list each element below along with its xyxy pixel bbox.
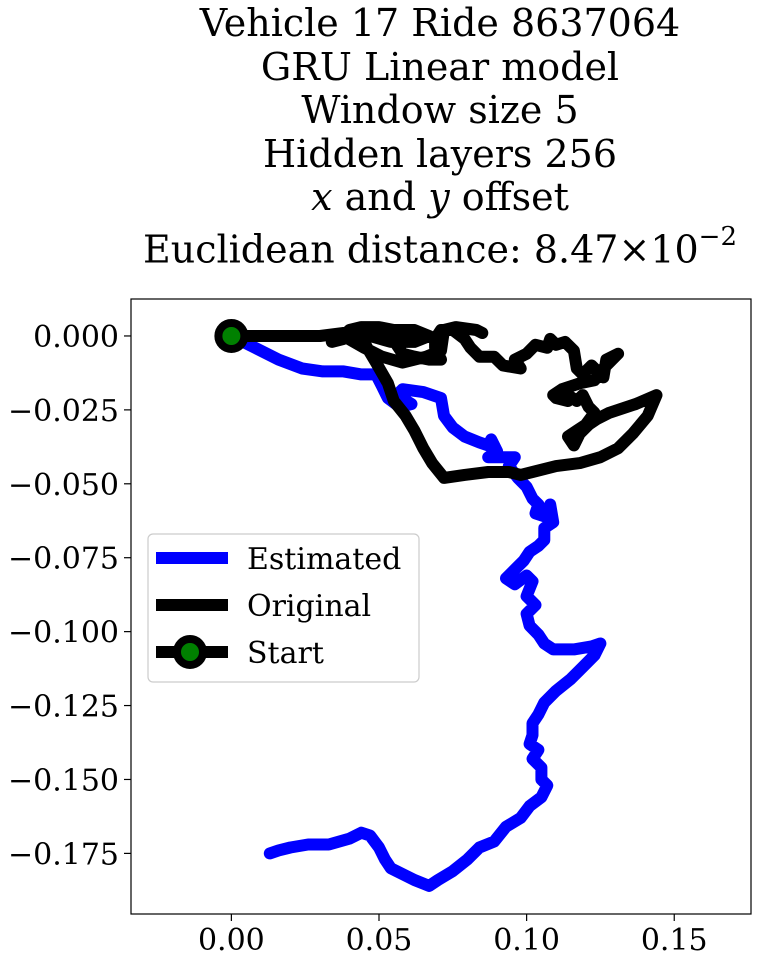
y-tick-label: −0.150: [8, 763, 119, 798]
y-axis-ticks: 0.000 −0.025 −0.050 −0.075 −0.100 −0.125 −0.15…: [8, 320, 131, 872]
legend-label-original: Original: [247, 589, 371, 624]
legend-label-estimated: Estimated: [247, 542, 401, 577]
y-tick-label: −0.175: [8, 837, 119, 872]
y-tick-label: −0.100: [8, 616, 119, 651]
start-marker: [218, 323, 244, 349]
y-tick-label: −0.050: [8, 468, 119, 503]
x-tick-label: 0.00: [198, 923, 265, 958]
x-tick-label: 0.10: [493, 923, 560, 958]
legend-start-marker: [177, 639, 203, 665]
legend-label-start: Start: [247, 636, 324, 671]
y-tick-label: −0.075: [8, 542, 119, 577]
y-tick-label: −0.125: [8, 690, 119, 725]
y-tick-label: 0.000: [33, 320, 119, 355]
x-tick-label: 0.15: [641, 923, 708, 958]
x-axis-ticks: 0.00 0.05 0.10 0.15: [198, 914, 708, 958]
legend: Estimated Original Start: [148, 534, 419, 682]
x-tick-label: 0.05: [346, 923, 413, 958]
y-tick-label: −0.025: [8, 394, 119, 429]
